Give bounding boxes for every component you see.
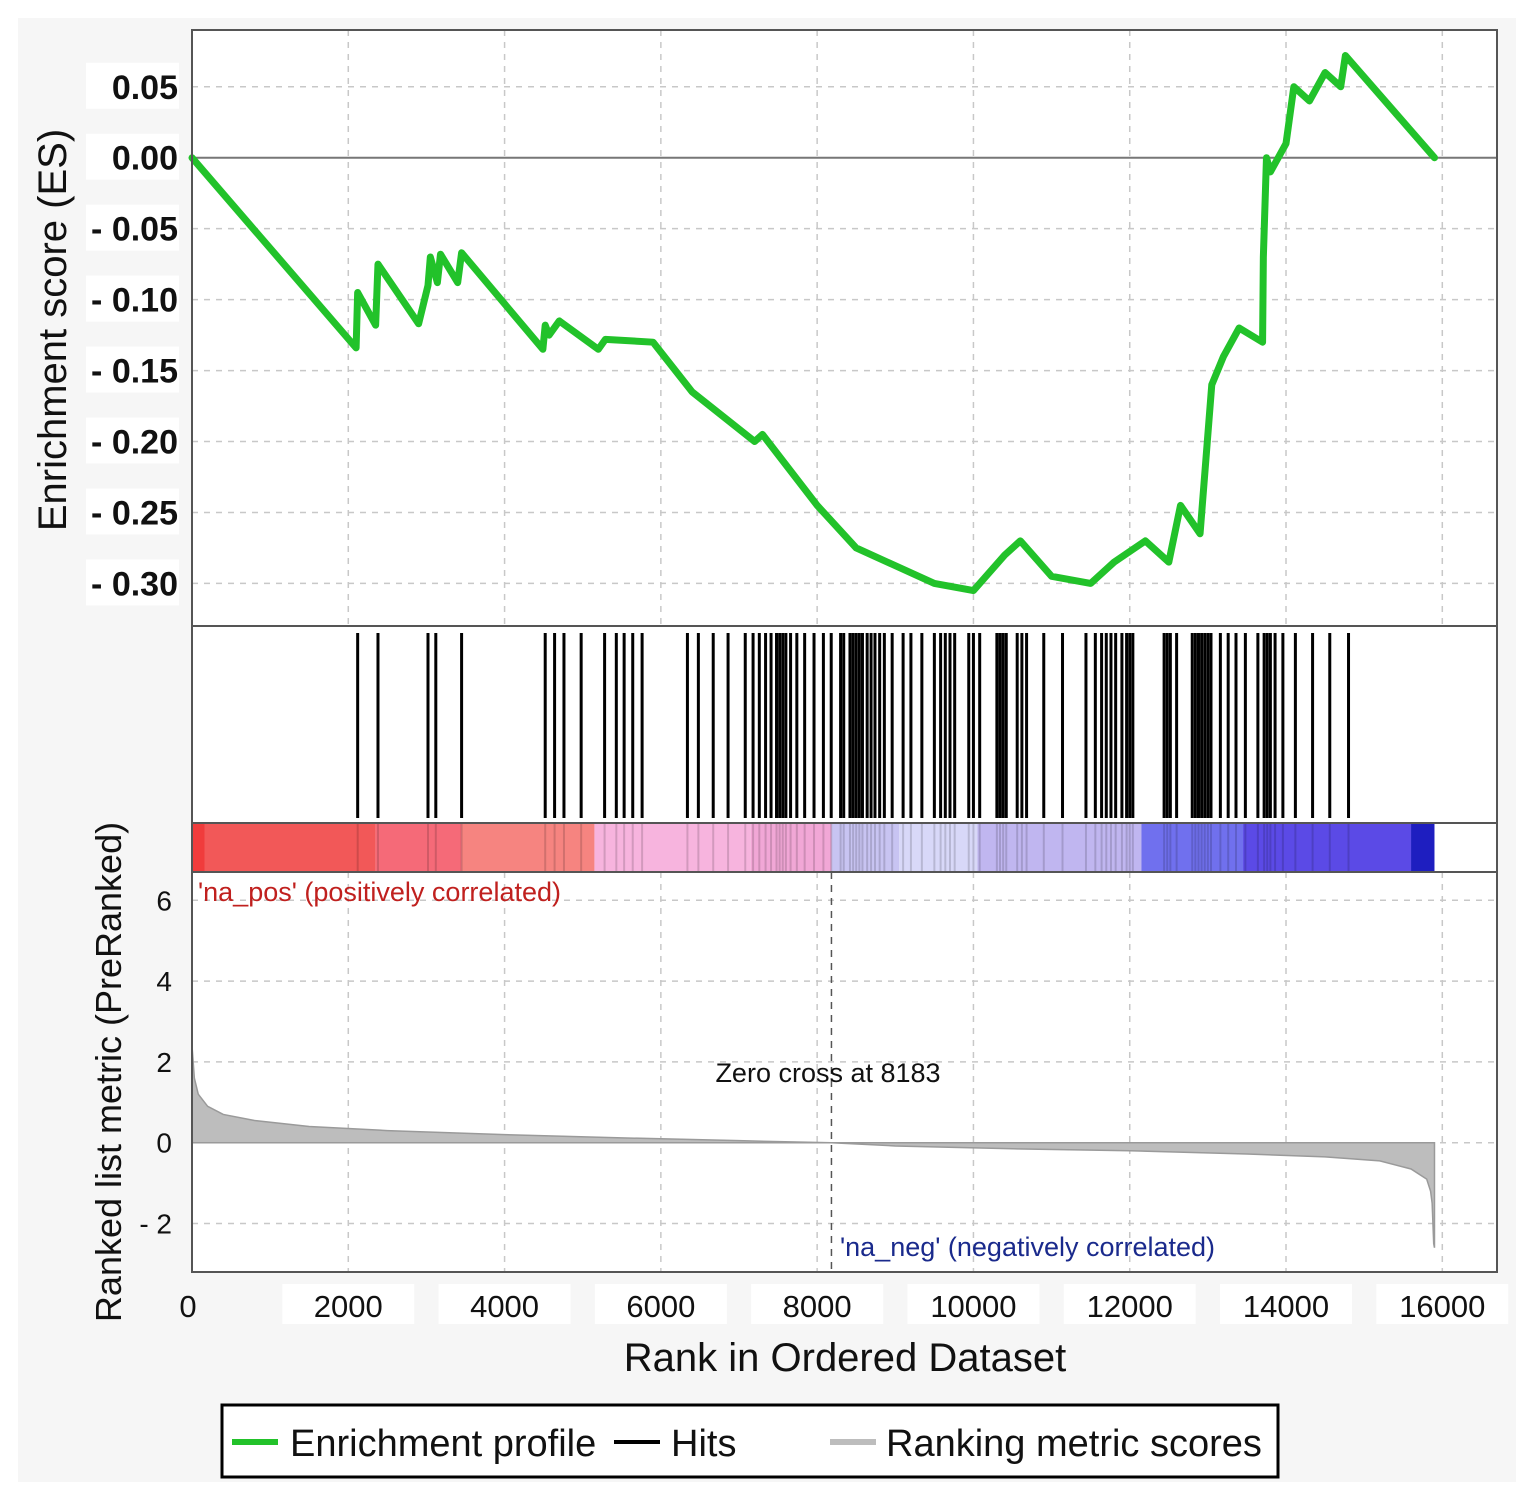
hits-panel (356, 633, 1351, 818)
metric-tick-label: 6 (156, 885, 172, 916)
es-tick-label-bg (86, 346, 179, 393)
metric-tick-label: 0 (156, 1128, 172, 1159)
legend-box (220, 1403, 1280, 1479)
legend-label-ranking-metric: Ranking metric scores (886, 1423, 1262, 1465)
es-tick-label-bg (86, 417, 179, 464)
enrichment-panel-frame (191, 29, 1498, 627)
es-tick-label-bg (86, 559, 179, 606)
band-segment (204, 823, 376, 872)
x-tick-label-bg (1220, 1284, 1353, 1324)
x-tick-label-bg (751, 1284, 884, 1324)
enrichment-y-axis-title: Enrichment score (ES) (31, 129, 75, 531)
es-tick-label-bg (86, 62, 179, 109)
metric-color-band (192, 823, 1435, 872)
es-tick-label-bg (86, 133, 179, 180)
x-tick-label-bg (594, 1284, 727, 1324)
negative-correlation-label: 'na_neg' (negatively correlated) (840, 1232, 1215, 1262)
metric-y-ticks: 6 4 2 0 - 2 (139, 885, 172, 1239)
es-tick-label: 0.00 (112, 140, 178, 178)
enrichment-profile-panel (188, 52, 1438, 595)
band-segment (461, 823, 595, 872)
es-tick-label-bg (86, 204, 179, 251)
band-segment (1141, 823, 1244, 872)
es-tick-label-bg (86, 275, 179, 322)
es-tick-label: - 0.10 (91, 282, 178, 320)
metric-panel-frame (191, 871, 1498, 1273)
enrichment-y-ticks: 0.05 0.00 - 0.05 - 0.10 - 0.15 - 0.20 - 0.25 - … (86, 62, 179, 606)
es-tick-label: 0.05 (112, 69, 178, 107)
es-tick-label: - 0.30 (91, 565, 178, 603)
x-axis-title: Rank in Ordered Dataset (624, 1336, 1066, 1380)
metric-tick-label: 2 (156, 1047, 172, 1078)
x-tick-label-bg (1063, 1284, 1196, 1324)
panel-frames (191, 29, 1498, 1273)
grid-lines (192, 30, 1497, 1272)
band-segment (375, 823, 462, 872)
es-tick-label: - 0.15 (91, 353, 178, 391)
metric-tick-label: 4 (156, 966, 172, 997)
band-segment (594, 823, 751, 872)
x-tick-label: 8000 (783, 1289, 852, 1324)
es-tick-label: - 0.05 (91, 211, 178, 249)
band-segment (1243, 823, 1412, 872)
band-segment (192, 823, 205, 872)
x-tick-label: 10000 (930, 1289, 1016, 1324)
metric-y-axis-title: Ranked list metric (PreRanked) (88, 822, 129, 1322)
x-tick-label-bg (1376, 1284, 1509, 1324)
legend-label-enrichment-profile: Enrichment profile (290, 1423, 596, 1465)
x-tick-label: 16000 (1399, 1289, 1485, 1324)
x-tick-label: 6000 (626, 1289, 695, 1324)
band-segment (899, 823, 978, 872)
es-tick-label: - 0.25 (91, 494, 178, 532)
x-tick-label: 14000 (1243, 1289, 1329, 1324)
band-segment (1411, 823, 1435, 872)
ranking-metric-panel (191, 872, 1436, 1272)
x-axis-ticks: 0 2000 4000 6000 8000 10000 12000 14000 16000 (179, 1284, 1509, 1324)
legend: Enrichment profile Hits Ranking metric s… (220, 1403, 1280, 1479)
ranking-metric-area (191, 1045, 1436, 1248)
x-tick-label-bg (438, 1284, 571, 1324)
x-tick-label: 12000 (1087, 1289, 1173, 1324)
zero-cross-label: Zero cross at 8183 (715, 1058, 940, 1088)
band-segment (750, 823, 832, 872)
es-tick-label-bg (86, 488, 179, 535)
x-tick-label: 0 (179, 1289, 196, 1324)
band-segment (977, 823, 1142, 872)
x-tick-label: 2000 (314, 1289, 383, 1324)
es-tick-label: - 0.20 (91, 424, 178, 462)
x-tick-label-bg (907, 1284, 1040, 1324)
band-segment (831, 823, 900, 872)
x-tick-label-bg (282, 1284, 415, 1324)
metric-tick-label: - 2 (139, 1209, 172, 1240)
enrichment-profile-line (188, 52, 1438, 595)
legend-label-hits: Hits (671, 1423, 736, 1465)
x-tick-label: 4000 (470, 1289, 539, 1324)
positive-correlation-label: 'na_pos' (positively correlated) (198, 877, 561, 907)
